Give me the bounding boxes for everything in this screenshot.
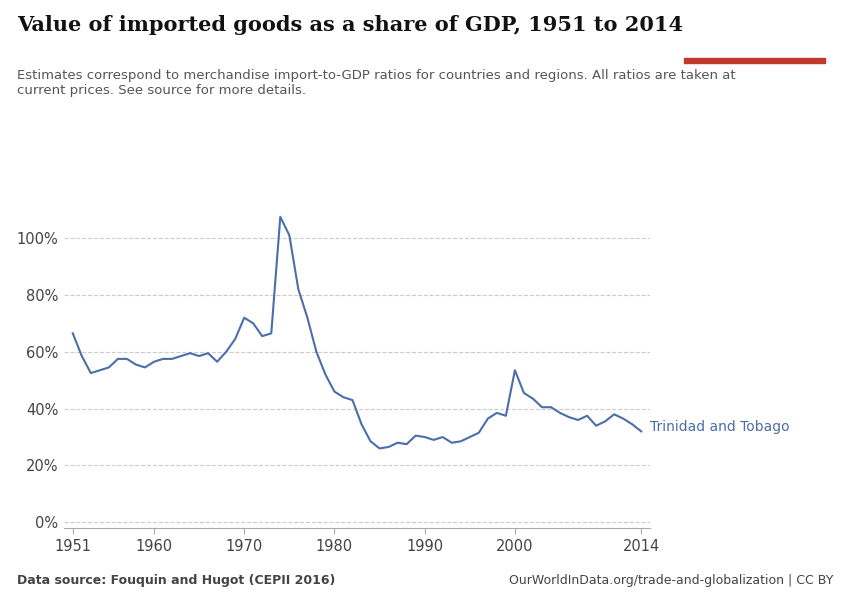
Text: OurWorldInData.org/trade-and-globalization | CC BY: OurWorldInData.org/trade-and-globalizati… (508, 574, 833, 587)
Text: Data source: Fouquin and Hugot (CEPII 2016): Data source: Fouquin and Hugot (CEPII 20… (17, 574, 336, 587)
Text: Value of imported goods as a share of GDP, 1951 to 2014: Value of imported goods as a share of GD… (17, 15, 683, 35)
Text: Trinidad and Tobago: Trinidad and Tobago (650, 420, 790, 434)
Text: in Data: in Data (729, 40, 779, 53)
Text: Estimates correspond to merchandise import-to-GDP ratios for countries and regio: Estimates correspond to merchandise impo… (17, 69, 735, 97)
Bar (684, 58, 824, 63)
Text: Our World: Our World (719, 20, 790, 34)
